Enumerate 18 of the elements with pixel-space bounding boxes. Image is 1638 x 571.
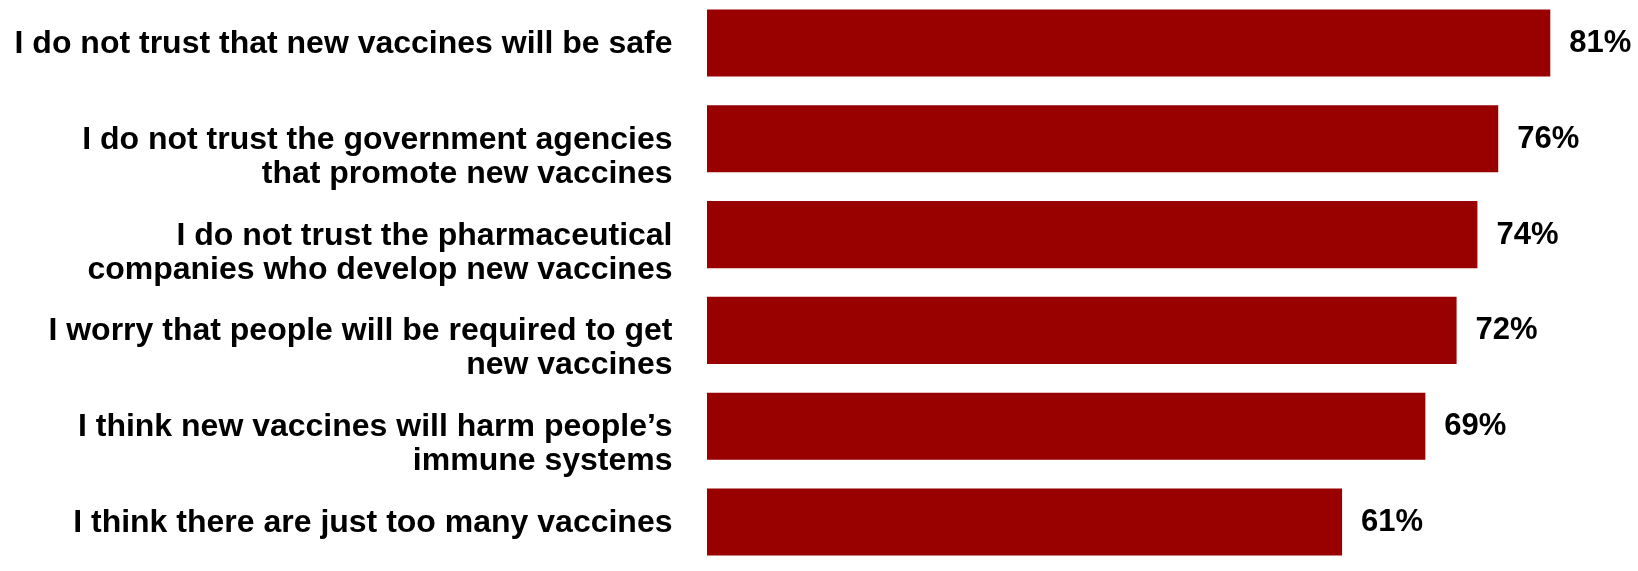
- bar: [707, 201, 1478, 269]
- data-label: 74%: [1496, 215, 1559, 251]
- y-tick-label: I worry that people will be required to get new vaccines: [48, 311, 673, 382]
- bar: [707, 296, 1457, 364]
- data-label: 76%: [1517, 119, 1580, 155]
- bar: [707, 488, 1343, 556]
- y-tick-label: I do not trust that new vaccines will be safe: [14, 24, 673, 61]
- data-label: 61%: [1361, 502, 1424, 538]
- y-tick-label: I do not trust the pharmaceutical companies who develop new vaccines: [87, 215, 673, 286]
- y-tick-label: I think new vaccines will harm people’s immune systems: [77, 407, 673, 478]
- bar: [707, 105, 1499, 173]
- data-label: 81%: [1569, 24, 1632, 60]
- bar: [707, 392, 1426, 460]
- data-label: 69%: [1444, 407, 1507, 443]
- y-tick-label: I think there are just too many vaccines: [73, 502, 673, 539]
- data-label: 72%: [1475, 311, 1538, 347]
- y-tick-label: I do not trust the government agencies that promote new vaccines: [82, 119, 673, 190]
- bar: [707, 9, 1551, 77]
